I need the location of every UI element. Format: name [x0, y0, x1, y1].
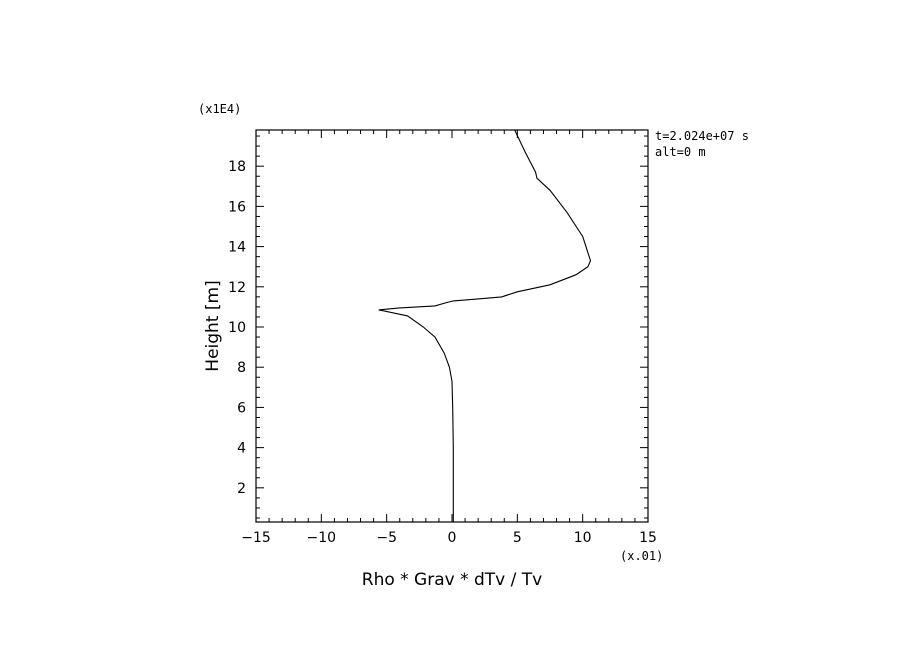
- y-tick-label: 12: [228, 280, 246, 296]
- ticks: [255, 130, 649, 522]
- x-tick-label: 5: [513, 530, 522, 546]
- x-tick-label: 0: [448, 530, 457, 546]
- plot-frame: [255, 129, 649, 523]
- tick-labels: −15 −10 −5 0 5 10 15 2 4 6 8 10 12 14 16 18: [228, 159, 657, 546]
- y-tick-label: 4: [237, 441, 246, 457]
- y-tick-label: 2: [237, 481, 246, 497]
- x-multiplier-label: (x.01): [620, 549, 663, 563]
- y-tick-label: 10: [228, 320, 246, 336]
- x-tick-label: −5: [376, 530, 397, 546]
- y-tick-label: 16: [228, 199, 246, 215]
- y-multiplier-label: (x1E4): [198, 102, 241, 116]
- series-line: [378, 129, 592, 522]
- x-tick-label: 15: [639, 530, 657, 546]
- y-axis-title: Height [m]: [203, 280, 223, 371]
- y-tick-label: 18: [228, 159, 246, 175]
- y-tick-label: 8: [237, 360, 246, 376]
- annotation-time: t=2.024e+07 s: [655, 129, 749, 143]
- x-axis-title: Rho * Grav * dTv / Tv: [362, 570, 542, 590]
- annotation-alt: alt=0 m: [655, 145, 706, 159]
- y-tick-label: 14: [228, 240, 246, 256]
- x-tick-label: −15: [241, 530, 271, 546]
- y-tick-label: 6: [237, 400, 246, 416]
- x-tick-label: 10: [574, 530, 592, 546]
- x-tick-label: −10: [307, 530, 337, 546]
